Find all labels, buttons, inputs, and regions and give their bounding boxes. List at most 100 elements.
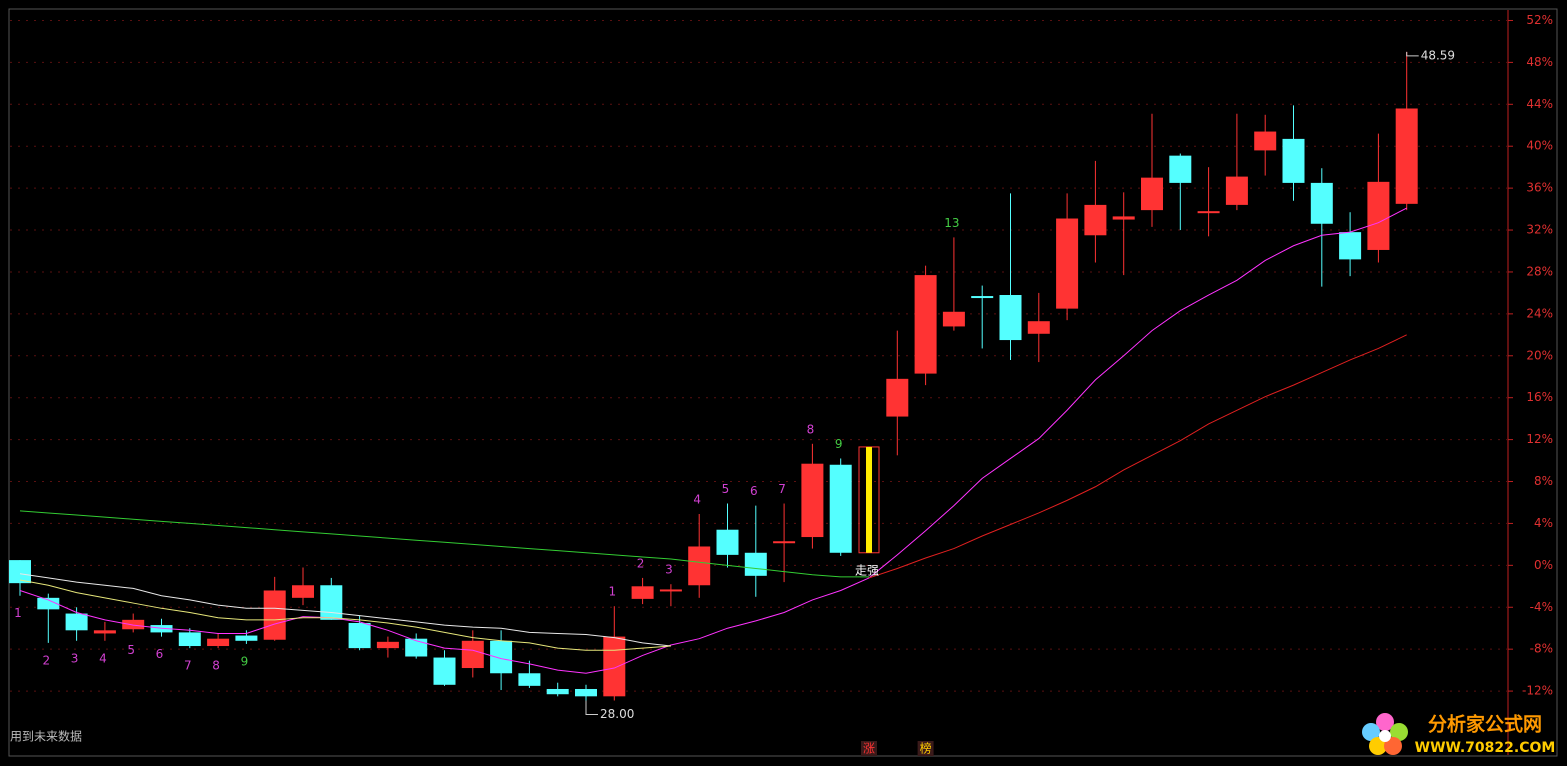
note: 用到未来数据 bbox=[10, 729, 82, 744]
candle-body bbox=[518, 673, 541, 686]
logo-petal bbox=[1362, 723, 1380, 741]
price-label: 48.59 bbox=[1421, 48, 1455, 62]
candle-body bbox=[150, 625, 173, 633]
y-tick-label: 0% bbox=[1534, 558, 1553, 572]
candle-body bbox=[603, 636, 626, 697]
count-label: 6 bbox=[156, 647, 164, 661]
candle-body bbox=[829, 464, 852, 553]
candle-body bbox=[1141, 177, 1163, 211]
y-tick-label: 16% bbox=[1526, 390, 1553, 404]
candle-body bbox=[235, 635, 258, 641]
candle-body bbox=[546, 688, 569, 695]
y-tick-label: 20% bbox=[1526, 348, 1553, 362]
count-label: 13 bbox=[944, 216, 959, 230]
highlight-bar bbox=[866, 446, 872, 553]
count-label: 3 bbox=[71, 651, 79, 665]
candle-body bbox=[65, 613, 88, 631]
candle-body bbox=[1367, 181, 1390, 250]
y-tick-label: 44% bbox=[1526, 97, 1553, 111]
candle-body bbox=[263, 590, 286, 640]
footer-box bbox=[861, 741, 877, 756]
logo-name: 分析家公式网 bbox=[1428, 713, 1542, 736]
count-label: 走强 bbox=[855, 563, 879, 577]
logo-url: WWW.70822.COM bbox=[1415, 740, 1556, 756]
candle-body bbox=[971, 296, 994, 299]
candle-body bbox=[886, 378, 909, 417]
count-label: 8 bbox=[212, 659, 220, 673]
ma-line bbox=[19, 573, 671, 647]
count-label: 8 bbox=[807, 422, 815, 436]
y-tick-label: 52% bbox=[1526, 13, 1553, 27]
candle-body bbox=[461, 640, 484, 669]
candle-body bbox=[9, 560, 31, 584]
y-tick-label: 24% bbox=[1526, 306, 1553, 320]
candle-body bbox=[1339, 232, 1362, 260]
candle-body bbox=[744, 552, 767, 576]
count-label: 1 bbox=[608, 585, 616, 599]
candle-body bbox=[1027, 321, 1050, 334]
footer-mark: 榜 bbox=[920, 741, 932, 756]
candle-body bbox=[1310, 182, 1333, 224]
logo-petal bbox=[1384, 737, 1402, 755]
candle-body bbox=[207, 638, 230, 647]
count-label: 9 bbox=[241, 654, 249, 668]
candle-body bbox=[292, 585, 314, 598]
y-tick-label: 32% bbox=[1526, 223, 1553, 237]
candle-body bbox=[433, 657, 456, 685]
candle-body bbox=[1395, 108, 1418, 204]
count-label: 9 bbox=[835, 437, 843, 451]
candle-body bbox=[1112, 216, 1135, 220]
candle-body bbox=[1056, 218, 1079, 309]
ma-line bbox=[868, 334, 1407, 579]
candle-body bbox=[490, 640, 513, 674]
count-label: 6 bbox=[750, 484, 758, 498]
logo-petal bbox=[1369, 737, 1387, 755]
candle-body bbox=[1197, 211, 1220, 214]
candle-body bbox=[1254, 131, 1277, 151]
y-tick-label: 8% bbox=[1534, 474, 1553, 488]
candle-body bbox=[801, 463, 824, 538]
candle-body bbox=[659, 589, 682, 592]
ma-line bbox=[19, 510, 869, 578]
candle-body bbox=[405, 638, 428, 657]
footer-box bbox=[917, 741, 934, 756]
count-label: 2 bbox=[42, 653, 50, 667]
candle-body bbox=[716, 529, 739, 555]
candle-body bbox=[575, 688, 597, 697]
count-label: 3 bbox=[665, 563, 673, 577]
count-label: 7 bbox=[778, 482, 786, 496]
candle-body bbox=[122, 619, 145, 630]
ma-line bbox=[19, 207, 1407, 674]
candle-body bbox=[773, 541, 796, 544]
count-label: 5 bbox=[127, 643, 135, 657]
logo: 分析家公式网 WWW.70822.COM bbox=[1362, 713, 1556, 756]
logo-petal bbox=[1390, 723, 1408, 741]
candle-body bbox=[178, 632, 201, 647]
price-leader bbox=[585, 700, 598, 716]
candle-body bbox=[1225, 176, 1248, 205]
count-label: 1 bbox=[14, 606, 22, 620]
candle-body bbox=[93, 630, 116, 634]
candle-body bbox=[376, 641, 399, 649]
logo-petal bbox=[1376, 713, 1394, 731]
candle-body bbox=[1169, 155, 1192, 183]
count-label: 4 bbox=[693, 493, 701, 507]
y-tick-label: 4% bbox=[1534, 516, 1553, 530]
y-tick-label: 48% bbox=[1526, 55, 1553, 69]
y-tick-label: 28% bbox=[1526, 264, 1553, 278]
candle-body bbox=[999, 295, 1022, 341]
footer-mark: 涨 bbox=[863, 741, 875, 756]
candle-body bbox=[914, 275, 937, 374]
y-tick-label: -4% bbox=[1530, 600, 1553, 614]
count-label: 7 bbox=[184, 659, 192, 673]
candle-body bbox=[631, 586, 654, 599]
ma-line bbox=[19, 579, 671, 651]
y-tick-label: 36% bbox=[1526, 181, 1553, 195]
y-tick-label: 40% bbox=[1526, 139, 1553, 153]
price-label: 28.00 bbox=[600, 707, 634, 721]
logo-center bbox=[1379, 730, 1391, 742]
candle-body bbox=[37, 597, 60, 610]
candle-body bbox=[688, 546, 711, 586]
